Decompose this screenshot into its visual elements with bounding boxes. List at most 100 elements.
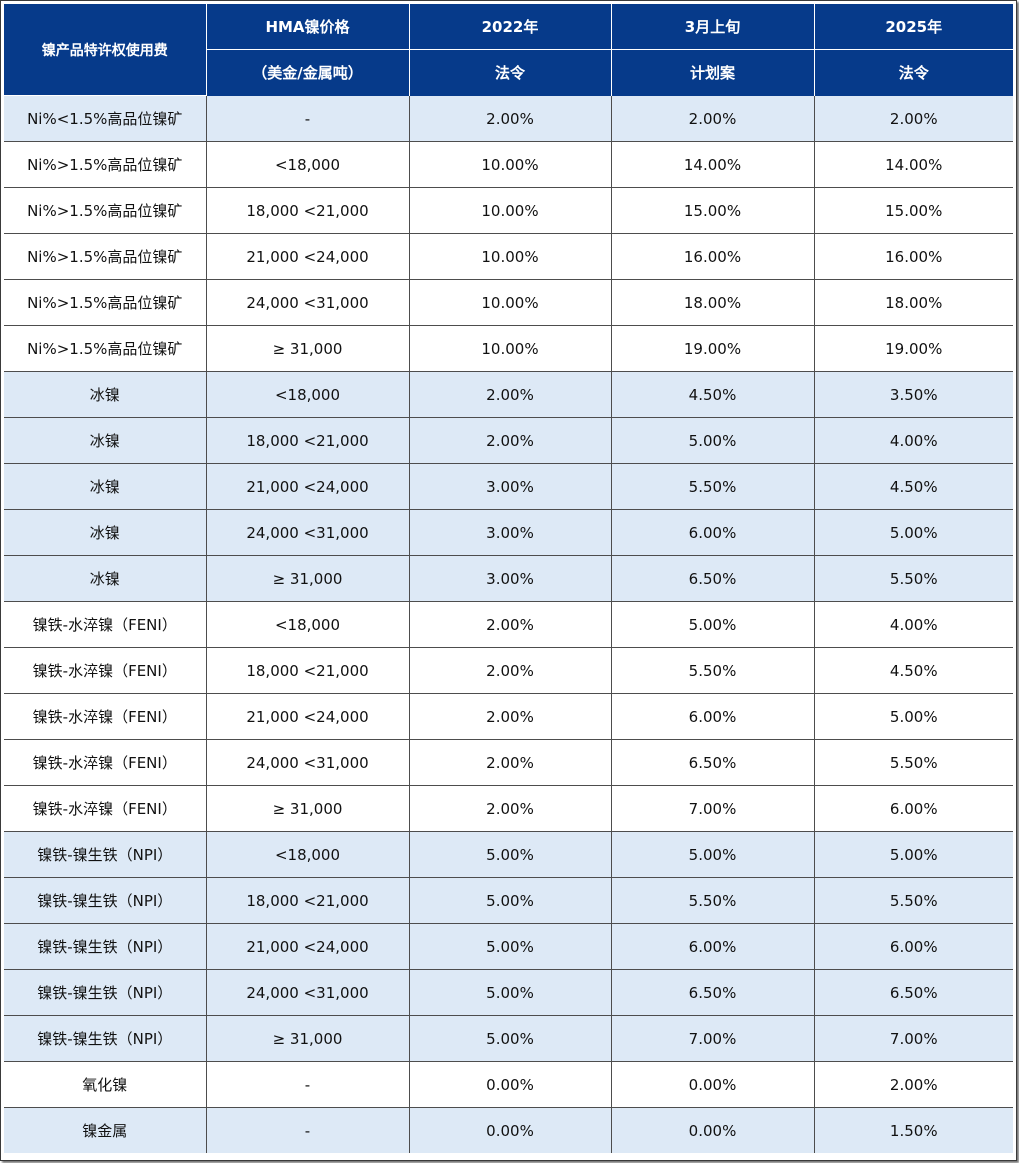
cell-2025: 4.50% — [813, 463, 1013, 510]
header-row-top: 镍产品特许权使用费 HMA镍价格 2022年 3月上旬 2025年 — [4, 4, 1013, 96]
cell-2022: 10.00% — [408, 187, 611, 234]
cell-march: 5.00% — [610, 601, 814, 648]
cell-product: 镍铁-水淬镍（FENI） — [4, 693, 206, 740]
table-row: 镍铁-镍生铁（NPI） <18,000 5.00% 5.00% 5.00% — [4, 831, 1013, 878]
cell-product: 冰镍 — [4, 555, 206, 602]
cell-2025: 5.00% — [813, 693, 1013, 740]
cell-product: Ni%>1.5%高品位镍矿 — [4, 279, 206, 326]
cell-2025: 5.50% — [813, 555, 1013, 602]
cell-march: 5.00% — [610, 831, 814, 878]
table-row: 镍铁-水淬镍（FENI） <18,000 2.00% 5.00% 4.00% — [4, 601, 1013, 648]
header-2025: 2025年 — [813, 4, 1013, 50]
cell-hma-price: <18,000 — [205, 141, 409, 188]
cell-march: 5.50% — [610, 877, 814, 924]
table-row: 冰镍 <18,000 2.00% 4.50% 3.50% — [4, 371, 1013, 418]
table-row: 冰镍 ≥ 31,000 3.00% 6.50% 5.50% — [4, 555, 1013, 602]
cell-2022: 5.00% — [408, 877, 611, 924]
cell-product: 氧化镍 — [4, 1061, 206, 1108]
cell-product: 镍铁-镍生铁（NPI） — [4, 877, 206, 924]
cell-product: 冰镍 — [4, 509, 206, 556]
cell-2022: 3.00% — [408, 509, 611, 556]
table-row: 镍铁-水淬镍（FENI） 24,000 <31,000 2.00% 6.50% 5.50… — [4, 739, 1013, 786]
cell-product: 镍铁-镍生铁（NPI） — [4, 923, 206, 970]
cell-hma-price: ≥ 31,000 — [205, 325, 409, 372]
table-row: 镍金属 -0.00% 0.00% 1.50% — [4, 1107, 1013, 1153]
table-row: 镍铁-镍生铁（NPI） 18,000 <21,000 5.00% 5.50% 5.50% — [4, 877, 1013, 924]
cell-hma-price: 21,000 <24,000 — [205, 693, 409, 740]
cell-2025: 4.00% — [813, 601, 1013, 648]
cell-march: 7.00% — [610, 785, 814, 832]
table-row: Ni%>1.5%高品位镍矿 ≥ 31,000 10.00% 19.00% 19.00% — [4, 325, 1013, 372]
cell-2025: 19.00% — [813, 325, 1013, 372]
cell-product: 镍铁-镍生铁（NPI） — [4, 969, 206, 1016]
cell-2022: 5.00% — [408, 923, 611, 970]
cell-2025: 16.00% — [813, 233, 1013, 280]
cell-hma-price: <18,000 — [205, 831, 409, 878]
cell-hma-price: ≥ 31,000 — [205, 1015, 409, 1062]
cell-2025: 2.00% — [813, 1061, 1013, 1108]
cell-product: 冰镍 — [4, 371, 206, 418]
cell-2025: 5.00% — [813, 509, 1013, 556]
cell-product: 镍铁-水淬镍（FENI） — [4, 739, 206, 786]
cell-2025: 5.00% — [813, 831, 1013, 878]
cell-product: 镍铁-水淬镍（FENI） — [4, 601, 206, 648]
cell-march: 5.50% — [610, 463, 814, 510]
cell-2022: 10.00% — [408, 141, 611, 188]
cell-hma-price: 21,000 <24,000 — [205, 463, 409, 510]
cell-march: 6.50% — [610, 555, 814, 602]
cell-hma-price: ≥ 31,000 — [205, 785, 409, 832]
cell-march: 19.00% — [610, 325, 814, 372]
cell-2025: 5.50% — [813, 877, 1013, 924]
table-row: Ni%>1.5%高品位镍矿 18,000 <21,000 10.00% 15.00% 1… — [4, 187, 1013, 234]
cell-march: 0.00% — [610, 1107, 814, 1153]
table-row: 镍铁-镍生铁（NPI） ≥ 31,000 5.00% 7.00% 7.00% — [4, 1015, 1013, 1062]
cell-product: 冰镍 — [4, 417, 206, 464]
cell-product: Ni%<1.5%高品位镍矿 — [4, 95, 206, 142]
cell-2025: 4.00% — [813, 417, 1013, 464]
cell-2022: 2.00% — [408, 693, 611, 740]
table-row: Ni%<1.5%高品位镍矿 -2.00% 2.00% 2.00% — [4, 95, 1013, 142]
cell-march: 6.50% — [610, 969, 814, 1016]
cell-2022: 5.00% — [408, 1015, 611, 1062]
cell-2022: 2.00% — [408, 785, 611, 832]
table-row: 镍铁-水淬镍（FENI） 18,000 <21,000 2.00% 5.50% 4.50… — [4, 647, 1013, 694]
cell-march: 2.00% — [610, 95, 814, 142]
cell-2025: 1.50% — [813, 1107, 1013, 1153]
cell-hma-price: 24,000 <31,000 — [205, 509, 409, 556]
cell-march: 0.00% — [610, 1061, 814, 1108]
table-row: 镍铁-水淬镍（FENI） ≥ 31,000 2.00% 7.00% 6.00% — [4, 785, 1013, 832]
header-hma-unit: （美金/金属吨） — [205, 49, 409, 96]
cell-hma-price: 21,000 <24,000 — [205, 923, 409, 970]
cell-hma-price: 24,000 <31,000 — [205, 969, 409, 1016]
cell-hma-price: <18,000 — [205, 371, 409, 418]
cell-march: 16.00% — [610, 233, 814, 280]
cell-hma-price: 18,000 <21,000 — [205, 187, 409, 234]
cell-march: 5.00% — [610, 417, 814, 464]
cell-product: 镍铁-水淬镍（FENI） — [4, 647, 206, 694]
cell-2022: 3.00% — [408, 463, 611, 510]
cell-2025: 4.50% — [813, 647, 1013, 694]
header-march-type: 计划案 — [610, 49, 814, 96]
cell-2025: 2.00% — [813, 95, 1013, 142]
cell-2025: 14.00% — [813, 141, 1013, 188]
cell-hma-price: <18,000 — [205, 601, 409, 648]
cell-2022: 2.00% — [408, 739, 611, 786]
cell-march: 4.50% — [610, 371, 814, 418]
header-hma-price: HMA镍价格 — [205, 4, 409, 50]
cell-2022: 0.00% — [408, 1061, 611, 1108]
cell-2025: 5.50% — [813, 739, 1013, 786]
cell-hma-price: 18,000 <21,000 — [205, 417, 409, 464]
cell-2025: 15.00% — [813, 187, 1013, 234]
cell-2022: 2.00% — [408, 417, 611, 464]
table-row: Ni%>1.5%高品位镍矿 <18,000 10.00% 14.00% 14.00% — [4, 141, 1013, 188]
cell-hma-price: 18,000 <21,000 — [205, 877, 409, 924]
cell-march: 6.00% — [610, 509, 814, 556]
cell-2022: 3.00% — [408, 555, 611, 602]
cell-product: 镍金属 — [4, 1107, 206, 1153]
header-product: 镍产品特许权使用费 — [4, 4, 206, 96]
table-row: Ni%>1.5%高品位镍矿 24,000 <31,000 10.00% 18.00% 1… — [4, 279, 1013, 326]
cell-hma-price: 18,000 <21,000 — [205, 647, 409, 694]
cell-hma-price: - — [205, 1107, 409, 1153]
cell-product: 冰镍 — [4, 463, 206, 510]
